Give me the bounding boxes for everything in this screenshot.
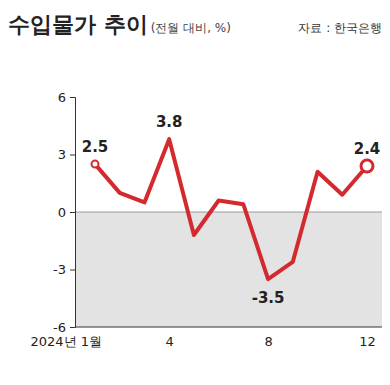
y-tick-mark — [70, 97, 75, 98]
y-tick: -3 — [53, 262, 75, 277]
y-tick-label: -6 — [53, 320, 66, 335]
x-tick: 2024년 1월 — [31, 327, 103, 349]
line — [95, 139, 367, 279]
marks — [92, 139, 374, 279]
y-axis-line — [70, 98, 76, 328]
y-tick-label: -3 — [53, 262, 66, 277]
x-tick-label: 12 — [359, 334, 376, 349]
x-axis: 2024년 1월 4 8 12 — [31, 327, 383, 349]
value-label: -3.5 — [252, 289, 285, 307]
y-tick: 6 — [58, 90, 75, 105]
title: 수입물가 추이 — [8, 12, 148, 37]
x-tick-label: 2024년 1월 — [31, 334, 103, 349]
y-tick: 3 — [58, 147, 75, 162]
y-tick-mark — [70, 155, 75, 156]
y-tick: -6 — [53, 320, 75, 335]
value-label: 2.5 — [82, 138, 109, 156]
point-marker — [361, 160, 373, 172]
y-axis: -6 -3 0 3 6 — [53, 90, 75, 335]
x-axis-line — [75, 327, 382, 328]
value-labels: 2.5 3.8 -3.5 2.4 — [82, 113, 381, 307]
chart-svg: 수입물가 추이(전월 대비, %) 자료 : 한국은행 -6 -3 0 3 6 2024년 1… — [0, 0, 390, 385]
x-tick: 8 — [264, 327, 272, 349]
chart-container: 수입물가 추이(전월 대비, %) 자료 : 한국은행 -6 -3 0 3 6 2024년 1… — [0, 0, 390, 385]
y-tick-label: 0 — [58, 205, 66, 220]
source: 자료 : 한국은행 — [298, 21, 382, 35]
zero-line — [75, 212, 382, 213]
x-tick: 4 — [166, 327, 174, 349]
y-tick-label: 6 — [58, 90, 66, 105]
negative-region — [75, 212, 382, 327]
y-tick-mark — [70, 212, 75, 213]
y-tick-mark — [70, 327, 75, 328]
subtitle: (전월 대비, %) — [151, 21, 231, 35]
point-marker — [92, 161, 99, 168]
y-tick-mark — [70, 270, 75, 271]
value-label: 2.4 — [354, 140, 381, 158]
x-tick: 12 — [359, 327, 376, 349]
x-tick-label: 8 — [264, 334, 272, 349]
y-tick-label: 3 — [58, 147, 66, 162]
x-tick-label: 4 — [166, 334, 174, 349]
y-tick: 0 — [58, 205, 75, 220]
value-label: 3.8 — [156, 113, 183, 131]
